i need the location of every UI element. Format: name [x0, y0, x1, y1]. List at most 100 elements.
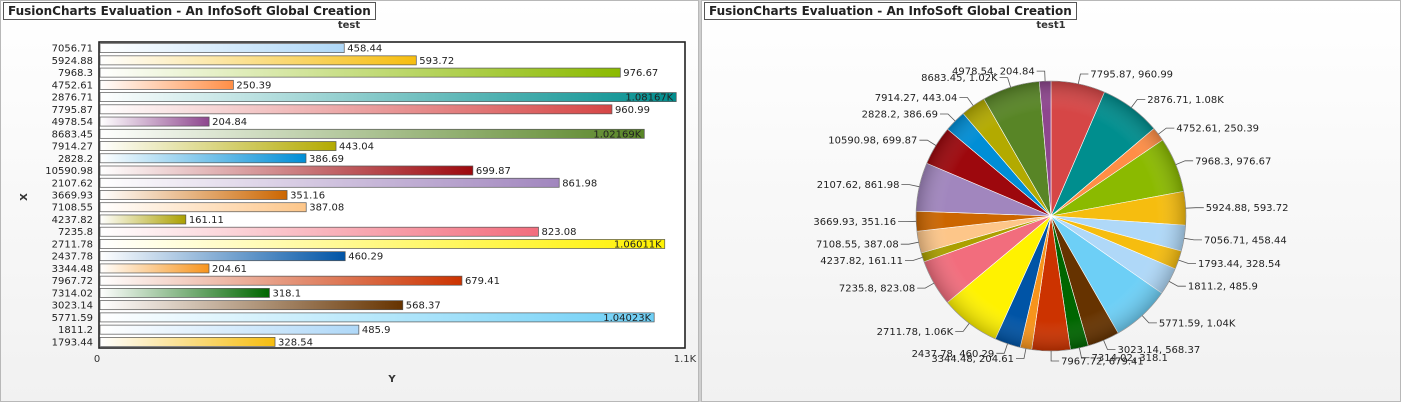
bar-value-label: 443.04	[339, 142, 374, 153]
bar	[100, 117, 209, 126]
bar	[100, 166, 473, 175]
bar-category-label: 2876.71	[52, 93, 93, 104]
pie-slice-label: 1811.2, 485.9	[1188, 282, 1258, 293]
pie-label-connector	[959, 98, 973, 106]
bar	[100, 264, 209, 273]
bar-category-label: 3344.48	[52, 264, 93, 275]
pie-label-connector	[917, 283, 934, 288]
pie-slice-label: 1793.44, 328.54	[1198, 259, 1281, 270]
bar-chart-y-axis-label: Y	[387, 374, 396, 385]
bar-category-label: 1793.44	[52, 337, 93, 348]
bar-value-label: 161.11	[189, 215, 224, 226]
bar-category-label: 1811.2	[58, 325, 93, 336]
bar	[100, 129, 644, 138]
pie-label-connector	[955, 323, 969, 331]
bar-category-label: 7314.02	[52, 288, 93, 299]
bar	[100, 80, 233, 89]
bar-category-label: 3023.14	[52, 301, 93, 312]
pie-label-connector	[1158, 128, 1174, 134]
bar-chart-x-axis-label: X	[19, 193, 30, 201]
pie-label-connector	[1104, 340, 1116, 349]
pie-chart-title: test1	[1036, 20, 1065, 31]
bar-category-label: 4978.54	[52, 117, 93, 128]
bar	[100, 239, 665, 248]
bar	[100, 313, 654, 322]
pie-label-connector	[919, 140, 936, 145]
bar-chart-axis-min-label: 0	[94, 354, 100, 365]
bar-value-label: 1.06011K	[614, 239, 662, 250]
pie-label-connector	[940, 114, 955, 121]
pie-slice-label: 7108.55, 387.08	[816, 240, 899, 251]
bar-value-label: 976.67	[623, 68, 658, 79]
bar-category-label: 3669.93	[52, 191, 93, 202]
bar-value-label: 679.41	[465, 276, 500, 287]
bar	[100, 68, 620, 77]
pie-slice-label: 7235.8, 823.08	[839, 284, 915, 295]
pie-slice-label: 2711.78, 1.06K	[877, 327, 954, 338]
bar-chart-panel: FusionCharts Evaluation - An InfoSoft Gl…	[0, 0, 699, 402]
bar-category-label: 7967.72	[52, 276, 93, 287]
pie-slice-label: 3669.93, 351.16	[813, 217, 896, 228]
pie-label-connector	[1000, 78, 1011, 88]
bar-value-label: 1.04023K	[603, 313, 651, 324]
bar-value-label: 823.08	[541, 227, 576, 238]
pie-slice-label: 4237.82, 161.11	[820, 256, 903, 267]
bar	[100, 203, 306, 212]
pie-label-connector	[1016, 349, 1026, 359]
bar-value-label: 250.39	[236, 80, 271, 91]
bar	[100, 178, 559, 187]
pie-label-connector	[1051, 351, 1059, 361]
pie-label-connector	[996, 344, 1007, 354]
pie-label-connector	[1078, 74, 1088, 84]
bar-category-label: 4237.82	[52, 215, 93, 226]
pie-slice-label: 4978.54, 204.84	[952, 67, 1035, 78]
bar	[100, 105, 612, 114]
pie-slice-label: 5771.59, 1.04K	[1159, 318, 1236, 329]
pie-slice-label: 7967.72, 679.41	[1061, 356, 1144, 367]
bar-category-label: 7235.8	[58, 227, 93, 238]
bar-value-label: 204.61	[212, 264, 247, 275]
bar	[100, 252, 345, 261]
bar	[100, 44, 344, 53]
bar-value-label: 386.69	[309, 154, 344, 165]
pie-slice-label: 7968.3, 976.67	[1195, 156, 1271, 167]
bar	[100, 337, 275, 346]
bar-value-label: 460.29	[348, 252, 383, 263]
bar-value-label: 593.72	[419, 56, 454, 67]
pie-slice-label: 10590.98, 699.87	[828, 136, 917, 147]
pie-slice-label: 7056.71, 458.44	[1204, 235, 1287, 246]
bar	[100, 93, 676, 102]
bar-category-label: 10590.98	[45, 166, 93, 177]
pie-slice-label: 2828.2, 386.69	[862, 109, 938, 120]
pie-slice-label: 2107.62, 861.98	[817, 180, 900, 191]
bar-category-label: 8683.45	[52, 129, 93, 140]
bar	[100, 142, 336, 151]
bar-category-label: 7968.3	[58, 68, 93, 79]
pie-label-connector	[1131, 100, 1145, 108]
pie-label-connector	[901, 185, 919, 187]
bar-category-label: 2828.2	[58, 154, 93, 165]
bar-value-label: 1.02169K	[593, 129, 641, 140]
pie-label-connector	[905, 257, 923, 260]
bar	[100, 215, 186, 224]
bar-value-label: 1.08167K	[625, 93, 673, 104]
bar-category-label: 7914.27	[52, 142, 93, 153]
bar-value-label: 318.1	[272, 288, 301, 299]
pie-slice-label: 2437.78, 460.29	[912, 349, 995, 360]
pie-slice-label: 2876.71, 1.08K	[1147, 95, 1224, 106]
bar-value-label: 568.37	[406, 301, 441, 312]
bar	[100, 190, 287, 199]
bar	[100, 154, 306, 163]
pie-label-connector	[1179, 260, 1196, 263]
pie-label-connector	[901, 242, 919, 244]
bar-value-label: 861.98	[562, 178, 597, 189]
pie-label-connector	[1176, 161, 1193, 165]
pie-slice-label: 7914.27, 443.04	[875, 93, 958, 104]
bar-category-label: 2437.78	[52, 252, 93, 263]
pie-slice-label: 5924.88, 593.72	[1206, 203, 1289, 214]
bar-category-label: 2107.62	[52, 178, 93, 189]
pie-label-connector	[1037, 71, 1045, 81]
bar-value-label: 458.44	[347, 44, 382, 55]
bar	[100, 288, 269, 297]
